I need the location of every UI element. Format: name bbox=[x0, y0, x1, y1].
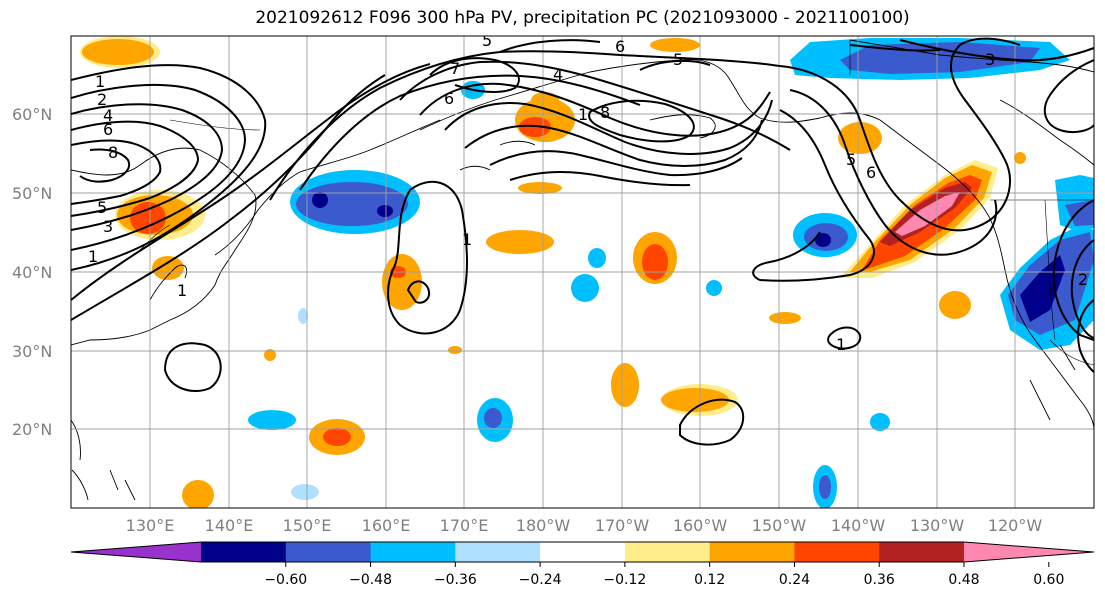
lon-label-150w: 150°W bbox=[752, 516, 807, 535]
colorbar-tick-label: −0.48 bbox=[349, 572, 392, 588]
contour-label: 1 bbox=[177, 281, 187, 300]
lat-label-60n: 60°N bbox=[12, 105, 52, 124]
colorbar-swatch bbox=[540, 542, 626, 562]
colorbar-tick-label: −0.60 bbox=[264, 572, 307, 588]
colorbar-swatch bbox=[794, 542, 880, 562]
contour-label: 5 bbox=[97, 198, 107, 217]
lon-label-150e: 150°E bbox=[283, 516, 332, 535]
colorbar-outline bbox=[70, 541, 1095, 563]
lon-label-170w: 170°W bbox=[595, 516, 650, 535]
contour-label: 1 bbox=[578, 105, 588, 124]
lon-label-180w: 180°W bbox=[516, 516, 571, 535]
precip-negative-areas bbox=[248, 38, 1094, 508]
colorbar-swatch bbox=[455, 542, 541, 562]
contour-label: 8 bbox=[108, 143, 118, 162]
colorbar-tick-label: 0.12 bbox=[694, 572, 725, 588]
contour-label: 2 bbox=[1078, 270, 1088, 289]
pv-contours bbox=[71, 37, 1094, 446]
contour-label: 1 bbox=[95, 72, 105, 91]
contour-label: 7 bbox=[450, 59, 460, 78]
contour-label: 4 bbox=[103, 106, 113, 125]
coastlines bbox=[71, 39, 1094, 501]
lon-label-140w: 140°W bbox=[831, 516, 886, 535]
colorbar-labels: −0.60 −0.48 −0.36 −0.24 −0.12 0.12 0.24 0.36 0.4… bbox=[264, 572, 1064, 588]
lon-label-140e: 140°E bbox=[205, 516, 254, 535]
latitude-labels: 60°N 50°N 40°N 30°N 20°N bbox=[12, 105, 52, 439]
plot-frame bbox=[70, 35, 1095, 509]
contour-label: 1 bbox=[462, 230, 472, 249]
lat-label-30n: 30°N bbox=[12, 342, 52, 361]
lat-label-40n: 40°N bbox=[12, 263, 52, 282]
colorbar-extend-high bbox=[964, 542, 1094, 562]
colorbar-tick-label: 0.60 bbox=[1033, 572, 1064, 588]
contour-label: 4 bbox=[553, 65, 563, 84]
lat-label-50n: 50°N bbox=[12, 184, 52, 203]
contour-label: 3 bbox=[985, 50, 995, 69]
contour-label: 2 bbox=[97, 90, 107, 109]
colorbar-swatch bbox=[201, 542, 287, 562]
colorbar-tick-label: −0.12 bbox=[603, 572, 646, 588]
contour-labels: 1 2 4 6 8 5 3 1 5 7 6 6 5 4 8 1 6 5 1 1 … bbox=[88, 31, 1088, 354]
colorbar-swatch bbox=[370, 542, 456, 562]
colorbar-swatch bbox=[879, 542, 965, 562]
colorbar-swatch bbox=[285, 542, 372, 562]
contour-label: 1 bbox=[836, 335, 846, 354]
country-borders bbox=[139, 40, 1094, 366]
contour-label: 6 bbox=[444, 89, 454, 108]
map-title: 2021092612 F096 300 hPa PV, precipitatio… bbox=[255, 8, 910, 28]
colorbar bbox=[70, 541, 1095, 567]
contour-label: 1 bbox=[88, 247, 98, 266]
contour-label: 5 bbox=[482, 31, 492, 50]
colorbar-tick-label: 0.24 bbox=[779, 572, 810, 588]
contour-label: 6 bbox=[615, 37, 625, 56]
contour-label: 3 bbox=[103, 217, 113, 236]
lat-label-20n: 20°N bbox=[12, 420, 52, 439]
longitude-labels: 130°E 140°E 150°E 160°E 170°E 180°W 170°… bbox=[126, 516, 1043, 535]
lon-label-160e: 160°E bbox=[362, 516, 411, 535]
lon-label-130w: 130°W bbox=[910, 516, 965, 535]
contour-label: 5 bbox=[846, 150, 856, 169]
colorbar-tick-label: −0.36 bbox=[434, 572, 477, 588]
colorbar-tick-label: −0.24 bbox=[519, 572, 562, 588]
contour-label: 6 bbox=[866, 163, 876, 182]
contour-label: 5 bbox=[673, 50, 683, 69]
lon-label-170e: 170°E bbox=[440, 516, 489, 535]
colorbar-tick-label: 0.48 bbox=[948, 572, 979, 588]
lon-label-160w: 160°W bbox=[673, 516, 728, 535]
gridlines bbox=[71, 36, 1094, 508]
colorbar-swatch bbox=[709, 542, 795, 562]
lon-label-120w: 120°W bbox=[988, 516, 1043, 535]
colorbar-swatch bbox=[624, 542, 711, 562]
colorbar-tick-label: 0.36 bbox=[864, 572, 895, 588]
lon-label-130e: 130°E bbox=[126, 516, 175, 535]
colorbar-extend-low bbox=[71, 542, 201, 562]
contour-label: 6 bbox=[103, 120, 113, 139]
contour-label: 8 bbox=[600, 103, 610, 122]
